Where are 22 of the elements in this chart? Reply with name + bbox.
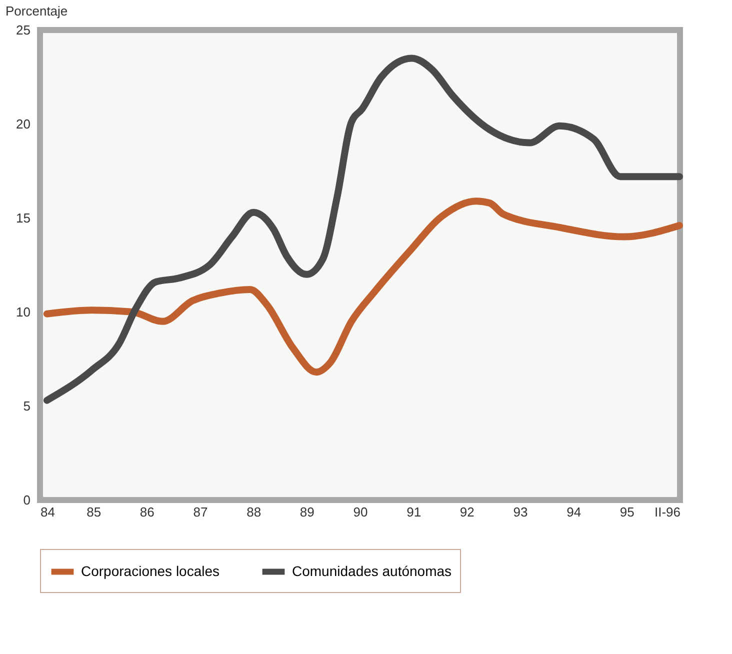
x-tick-label: 90 bbox=[353, 504, 368, 520]
y-tick-label: 5 bbox=[23, 398, 30, 414]
y-axis-title: Porcentaje bbox=[6, 4, 68, 18]
x-tick-label: 95 bbox=[620, 504, 634, 520]
x-tick-label: 91 bbox=[406, 504, 422, 520]
x-tick-label: 88 bbox=[246, 504, 262, 520]
x-tick-label: 85 bbox=[86, 504, 102, 520]
y-tick-label: 25 bbox=[16, 22, 30, 38]
x-tick-label: 89 bbox=[300, 504, 314, 520]
x-tick-label: 94 bbox=[566, 504, 582, 520]
x-tick-label: 92 bbox=[460, 504, 474, 520]
x-tick-label: II-96 bbox=[654, 504, 680, 520]
y-tick-label: 0 bbox=[23, 492, 30, 508]
y-tick-label: 15 bbox=[16, 210, 30, 226]
y-tick-label: 10 bbox=[16, 304, 30, 320]
x-tick-label: 84 bbox=[40, 504, 55, 520]
x-tick-label: 86 bbox=[140, 504, 154, 520]
y-tick-label: 20 bbox=[16, 116, 30, 132]
x-tick-label: 93 bbox=[513, 504, 528, 520]
legend-label: Corporaciones locales bbox=[81, 562, 220, 579]
legend-label: Comunidades autónomas bbox=[292, 562, 452, 579]
x-tick-label: 87 bbox=[193, 504, 208, 520]
